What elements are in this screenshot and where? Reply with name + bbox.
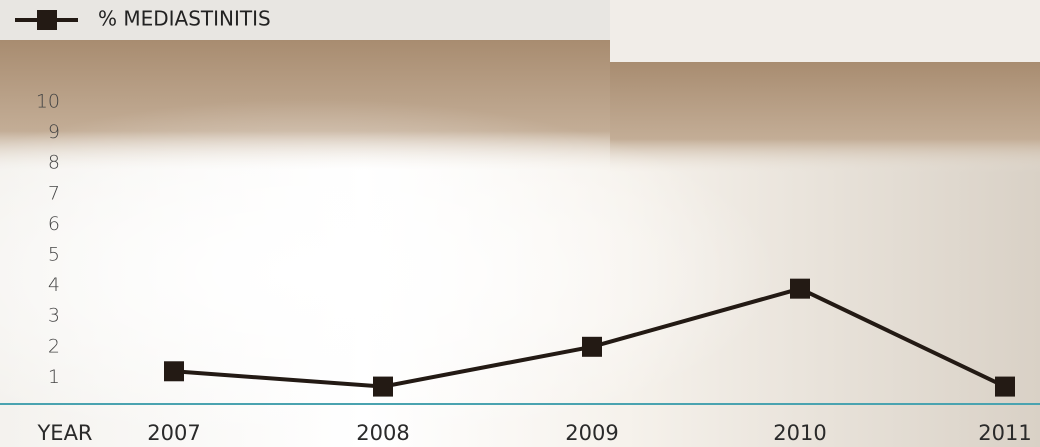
y-tick-label: 7	[48, 182, 60, 204]
y-tick-label: 10	[36, 91, 60, 113]
legend-marker	[37, 10, 57, 30]
y-tick-label: 3	[48, 305, 60, 327]
x-tick-label: 2007	[147, 421, 200, 445]
point-marker	[790, 278, 810, 299]
point-marker	[164, 361, 184, 382]
x-tick-label: 2008	[356, 421, 409, 445]
point-marker	[373, 376, 393, 397]
y-tick-label: 5	[48, 244, 60, 266]
y-tick-label: 2	[48, 335, 60, 357]
x-tick-label: 2010	[773, 421, 826, 445]
x-axis-label: YEAR	[36, 421, 92, 445]
y-tick-label: 9	[48, 121, 60, 143]
point-marker	[582, 336, 602, 357]
y-tick-label: 8	[48, 152, 60, 174]
point-marker	[995, 376, 1015, 397]
y-tick-label: 4	[48, 274, 60, 296]
y-tick-label: 1	[48, 366, 60, 388]
x-tick-label: 2009	[565, 421, 618, 445]
y-tick-label: 6	[48, 213, 60, 235]
legend-label: % MEDIASTINITIS	[98, 7, 271, 31]
x-tick-label: 2011	[978, 421, 1031, 445]
